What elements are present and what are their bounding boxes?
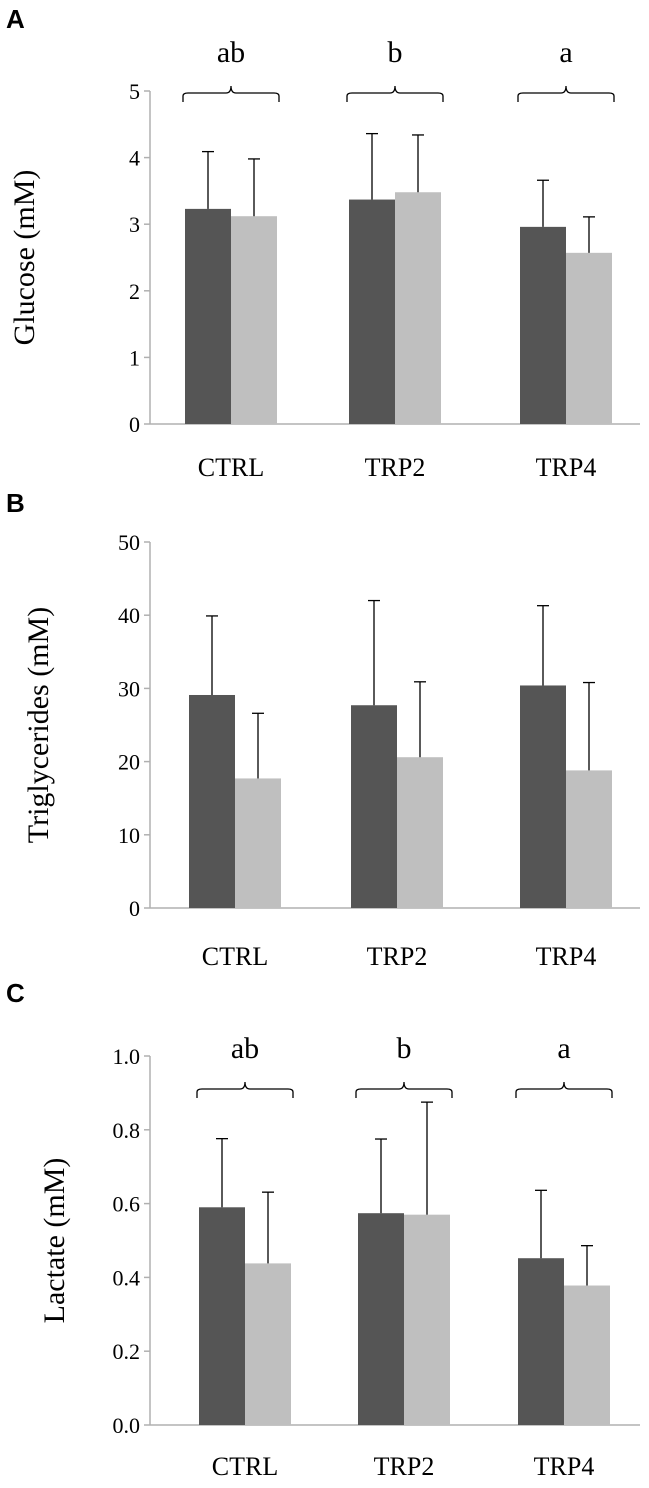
- bar-dark: [199, 1207, 245, 1425]
- y-tick-label: 5: [129, 79, 140, 104]
- panel-label: A: [6, 4, 25, 34]
- panel-label: B: [6, 488, 25, 518]
- y-tick-label: 30: [118, 676, 140, 701]
- bar-light: [566, 770, 612, 908]
- y-axis-label: Glucose (mM): [8, 170, 41, 346]
- panel-a: A 0 1 2 3 4 5 Glucose (mM) CTRL ab TRP2 b TRP4 a: [6, 4, 640, 482]
- significance-label: b: [388, 36, 403, 69]
- bar-light: [235, 778, 281, 908]
- bar-dark: [351, 705, 397, 908]
- significance-label: a: [557, 1032, 570, 1065]
- y-tick-label: 0: [129, 896, 140, 921]
- significance-label: b: [397, 1032, 412, 1065]
- category-label: CTRL: [212, 1452, 278, 1481]
- y-tick-label: 20: [118, 750, 140, 775]
- significance-brace: [182, 85, 280, 102]
- y-tick-label: 0.0: [113, 1413, 141, 1438]
- panel-b: B 0 10 20 30 40 50 Triglycerides (mM) CTRL TRP2 TR…: [6, 488, 640, 971]
- bar-dark: [185, 208, 231, 424]
- category-label: CTRL: [202, 942, 268, 971]
- y-tick-label: 2: [129, 279, 140, 304]
- significance-brace: [517, 85, 615, 102]
- y-tick-label: 1: [129, 345, 140, 370]
- panel-label: C: [6, 978, 25, 1008]
- significance-brace: [346, 85, 444, 102]
- bar-light: [404, 1214, 450, 1425]
- category-label: CTRL: [198, 453, 264, 482]
- significance-label: ab: [231, 1032, 259, 1065]
- y-axis-label: Lactate (mM): [38, 1158, 71, 1324]
- bar-light: [566, 252, 612, 424]
- bar-dark: [189, 694, 235, 908]
- bar-light: [564, 1285, 610, 1425]
- bar-dark: [518, 1258, 564, 1425]
- significance-brace: [196, 1081, 294, 1098]
- category-label: TRP4: [536, 942, 597, 971]
- y-tick-label: 0.2: [113, 1339, 141, 1364]
- y-tick-label: 0.6: [113, 1192, 141, 1217]
- y-tick-label: 0: [129, 412, 140, 437]
- significance-label: a: [559, 36, 572, 69]
- bar-dark: [358, 1213, 404, 1425]
- category-label: TRP4: [534, 1452, 595, 1481]
- bar-light: [245, 1263, 291, 1425]
- significance-label: ab: [217, 36, 245, 69]
- bar-dark: [520, 226, 566, 424]
- bar-light: [397, 757, 443, 908]
- category-label: TRP2: [374, 1452, 435, 1481]
- y-tick-label: 0.4: [113, 1265, 141, 1290]
- bar-dark: [349, 199, 395, 424]
- y-tick-label: 10: [118, 823, 140, 848]
- y-tick-label: 4: [129, 146, 140, 171]
- y-tick-label: 50: [118, 530, 140, 555]
- y-tick-label: 0.8: [113, 1118, 141, 1143]
- y-tick-label: 3: [129, 212, 140, 237]
- y-axis-label: Triglycerides (mM): [22, 607, 55, 843]
- bar-dark: [520, 685, 566, 908]
- y-tick-label: 40: [118, 603, 140, 628]
- category-label: TRP2: [365, 453, 426, 482]
- bar-light: [395, 192, 441, 424]
- significance-brace: [515, 1081, 613, 1098]
- bar-light: [231, 216, 277, 424]
- significance-brace: [355, 1081, 453, 1098]
- y-tick-label: 1.0: [113, 1044, 141, 1069]
- category-label: TRP4: [536, 453, 597, 482]
- category-label: TRP2: [367, 942, 428, 971]
